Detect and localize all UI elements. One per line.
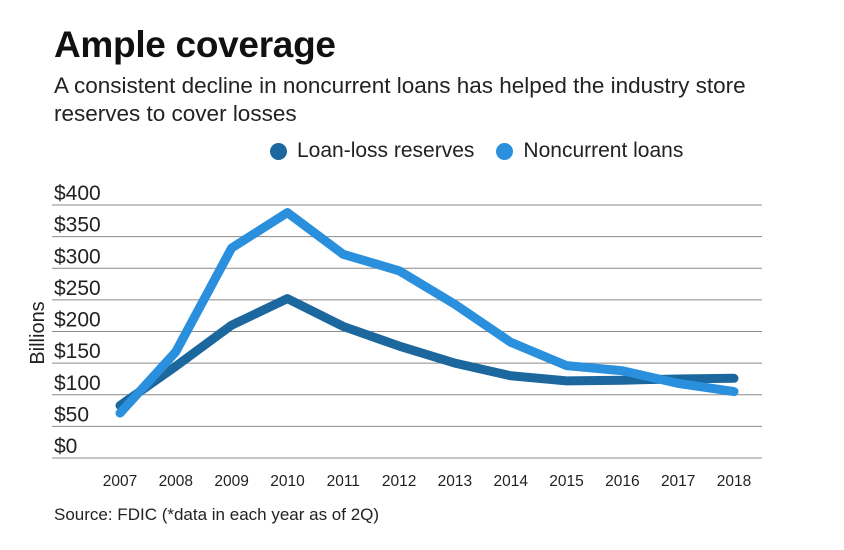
legend-swatch-loan-loss-reserves [270,142,287,160]
x-tick-label: 2012 [382,473,416,490]
legend-item-noncurrent-loans: Noncurrent loans [496,139,683,163]
y-tick-label: $100 [54,372,101,395]
y-tick-label: $400 [54,182,101,205]
x-tick-label: 2013 [438,473,472,490]
x-tick-label: 2009 [214,473,248,490]
chart-title: Ample coverage [54,24,336,65]
x-tick-label: 2011 [327,473,360,490]
y-tick-labels: $0 $50 $100 $150 $200 $250 $300 $350 $400 [54,182,101,458]
x-tick-label: 2016 [605,473,639,490]
chart-subtitle: A consistent decline in noncurrent loans… [54,73,746,126]
x-tick-label: 2018 [717,473,751,490]
legend-swatch-noncurrent-loans [496,142,514,160]
y-axis-label: Billions [27,301,49,364]
x-tick-label: 2010 [270,473,305,490]
legend: Loan-loss reserves Noncurrent loans [270,139,705,163]
y-tick-label: $350 [54,214,101,237]
y-tick-label: $150 [54,340,101,363]
x-tick-label: 2017 [661,473,695,490]
series-line-noncurrent-loans [115,208,739,418]
legend-label-loan-loss-reserves: Loan-loss reserves [297,139,475,162]
legend-label-noncurrent-loans: Noncurrent loans [523,139,684,162]
y-tick-label: $300 [54,245,101,268]
y-tick-label: $50 [54,403,89,426]
legend-item-loan-loss-reserves: Loan-loss reserves [270,139,474,163]
y-tick-label: $250 [54,277,101,300]
y-tick-label: $0 [54,435,77,458]
x-tick-label: 2007 [103,473,137,490]
y-tick-label: $200 [54,309,101,332]
x-tick-labels: 2007 2008 2009 2010 2011 2012 2013 2014 2015 2016… [103,473,751,490]
series-line-loan-loss-reserves [115,294,739,411]
gridlines [52,204,762,459]
x-tick-label: 2015 [549,473,583,490]
x-tick-label: 2014 [493,473,528,490]
x-tick-label: 2008 [159,473,193,490]
series-lines [115,208,739,418]
source-note: Source: FDIC (*data in each year as of 2… [54,505,380,524]
